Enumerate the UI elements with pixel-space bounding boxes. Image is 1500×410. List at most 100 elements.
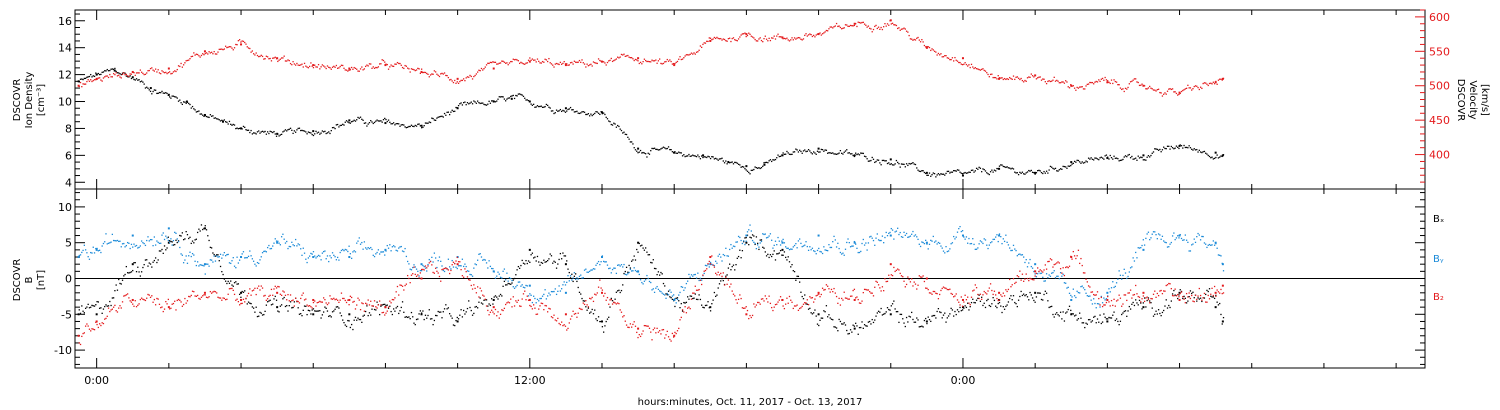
data-point — [596, 292, 598, 294]
data-point — [330, 68, 332, 70]
data-point — [391, 123, 394, 125]
data-point — [1040, 171, 1043, 174]
data-point — [1070, 84, 1073, 87]
data-point — [531, 252, 534, 254]
data-point — [1188, 145, 1190, 147]
data-point — [637, 270, 640, 273]
data-point — [825, 149, 828, 151]
data-point — [1220, 288, 1222, 291]
data-point — [292, 244, 294, 246]
data-point — [96, 247, 98, 250]
data-point — [1159, 290, 1161, 292]
data-point — [631, 57, 633, 59]
data-point — [861, 242, 863, 245]
data-point — [763, 233, 765, 236]
data-point — [310, 132, 312, 134]
data-point — [871, 31, 873, 33]
data-point — [981, 171, 983, 173]
data-point — [615, 126, 618, 128]
data-point — [582, 277, 584, 279]
data-point — [875, 280, 877, 283]
data-point — [983, 302, 985, 304]
data-point — [1197, 151, 1199, 153]
data-point — [558, 63, 560, 66]
data-point — [403, 124, 405, 126]
data-point — [303, 299, 306, 301]
data-point — [853, 288, 856, 291]
data-point — [427, 314, 429, 317]
data-point — [1056, 275, 1058, 277]
data-point — [450, 315, 452, 317]
data-point — [975, 248, 978, 250]
data-point — [1210, 295, 1212, 297]
data-point — [312, 313, 315, 316]
data-point — [699, 158, 702, 160]
data-point — [949, 172, 951, 174]
data-point — [177, 240, 180, 243]
data-point — [331, 311, 334, 313]
data-point — [456, 263, 459, 266]
data-point — [797, 309, 800, 312]
data-point — [224, 298, 227, 301]
data-point — [538, 308, 540, 310]
data-point — [969, 66, 971, 69]
data-point — [1104, 299, 1106, 301]
data-point — [508, 302, 511, 304]
data-point — [246, 257, 248, 259]
data-point — [673, 294, 675, 296]
data-point — [953, 315, 955, 317]
data-point — [581, 59, 583, 61]
data-point — [536, 255, 539, 258]
data-point — [1079, 292, 1081, 294]
data-point — [956, 231, 959, 233]
data-point — [709, 157, 712, 160]
data-point — [615, 291, 618, 293]
data-point — [1196, 298, 1198, 301]
data-point — [302, 309, 304, 311]
data-point — [1089, 286, 1091, 288]
data-point — [204, 294, 206, 296]
data-point — [370, 246, 372, 249]
data-point — [956, 60, 959, 62]
data-point — [1105, 298, 1108, 300]
data-point — [306, 133, 308, 135]
data-point — [703, 272, 705, 275]
data-point — [707, 263, 709, 266]
data-point — [937, 308, 940, 310]
data-point — [469, 279, 471, 281]
data-point — [595, 62, 597, 64]
data-point — [196, 294, 199, 297]
data-point — [1140, 302, 1142, 304]
data-point — [322, 311, 325, 313]
data-point — [184, 259, 186, 261]
data-point — [109, 300, 111, 303]
data-point — [567, 275, 569, 277]
data-point — [1090, 81, 1092, 84]
data-point — [415, 275, 418, 277]
data-point — [167, 94, 170, 96]
data-point — [224, 280, 227, 282]
data-point — [284, 294, 287, 297]
data-point — [1108, 301, 1110, 303]
data-point — [890, 227, 892, 230]
data-point — [224, 255, 227, 257]
data-point — [586, 63, 588, 65]
data-point — [909, 163, 912, 165]
data-point — [973, 289, 975, 291]
data-point — [1136, 302, 1138, 304]
data-point — [412, 68, 414, 71]
data-point — [105, 70, 107, 72]
data-point — [785, 38, 787, 40]
data-point — [795, 242, 797, 245]
data-point — [284, 60, 287, 62]
data-point — [895, 159, 898, 162]
data-point — [601, 111, 604, 114]
data-point — [1163, 146, 1165, 148]
data-point — [946, 57, 948, 59]
data-point — [1216, 154, 1218, 156]
data-point — [300, 312, 302, 315]
data-point — [697, 51, 699, 53]
data-point — [199, 264, 201, 266]
data-point — [1070, 313, 1073, 316]
data-point — [258, 130, 260, 132]
